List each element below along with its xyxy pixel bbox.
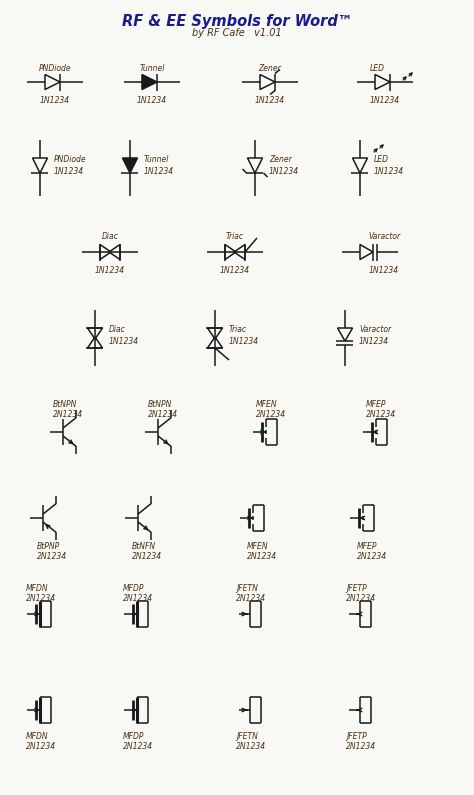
Text: 1N1234: 1N1234 xyxy=(54,168,84,176)
Text: Diac: Diac xyxy=(101,232,118,241)
Text: BtNPN: BtNPN xyxy=(148,400,173,409)
Text: Varactor: Varactor xyxy=(359,325,391,335)
Text: LED: LED xyxy=(374,156,389,165)
Text: BtPNP: BtPNP xyxy=(37,542,60,551)
Text: 2N1234: 2N1234 xyxy=(123,742,153,751)
Text: BtNFN: BtNFN xyxy=(132,542,156,551)
Text: by RF Cafe   v1.01: by RF Cafe v1.01 xyxy=(192,28,282,38)
Text: Zener: Zener xyxy=(269,156,292,165)
Polygon shape xyxy=(122,158,137,173)
Text: Diac: Diac xyxy=(109,325,126,335)
Text: Triac: Triac xyxy=(226,232,244,241)
Text: Varactor: Varactor xyxy=(368,232,400,241)
Text: PNDiode: PNDiode xyxy=(39,64,71,73)
Text: 2N1234: 2N1234 xyxy=(236,742,266,751)
Text: Triac: Triac xyxy=(229,325,247,335)
Text: MFDN: MFDN xyxy=(26,732,49,741)
Text: JFETP: JFETP xyxy=(346,584,367,593)
Text: JFETN: JFETN xyxy=(236,732,258,741)
Text: 1N1234: 1N1234 xyxy=(95,266,125,275)
Text: 2N1234: 2N1234 xyxy=(346,594,376,603)
Text: 1N1234: 1N1234 xyxy=(374,168,404,176)
Text: 1N1234: 1N1234 xyxy=(40,96,70,105)
Text: 1N1234: 1N1234 xyxy=(144,168,174,176)
Text: JFETN: JFETN xyxy=(236,584,258,593)
Text: MFEP: MFEP xyxy=(366,400,386,409)
Text: LED: LED xyxy=(370,64,384,73)
Text: 1N1234: 1N1234 xyxy=(220,266,250,275)
Text: 1N1234: 1N1234 xyxy=(109,338,139,347)
Text: 1N1234: 1N1234 xyxy=(255,96,285,105)
Text: Tunnel: Tunnel xyxy=(139,64,164,73)
Text: RF & EE Symbols for Word™: RF & EE Symbols for Word™ xyxy=(122,14,352,29)
Text: PNDiode: PNDiode xyxy=(54,156,87,165)
Text: JFETP: JFETP xyxy=(346,732,367,741)
Text: 2N1234: 2N1234 xyxy=(53,410,83,419)
Text: 2N1234: 2N1234 xyxy=(26,742,56,751)
Text: BtNPN: BtNPN xyxy=(53,400,77,409)
Text: 2N1234: 2N1234 xyxy=(357,552,387,561)
Text: MFEN: MFEN xyxy=(256,400,278,409)
Text: 2N1234: 2N1234 xyxy=(26,594,56,603)
Text: MFDP: MFDP xyxy=(123,584,145,593)
Text: 2N1234: 2N1234 xyxy=(132,552,162,561)
Text: 1N1234: 1N1234 xyxy=(369,266,399,275)
Text: 2N1234: 2N1234 xyxy=(256,410,286,419)
Text: MFDP: MFDP xyxy=(123,732,145,741)
Polygon shape xyxy=(142,75,157,90)
Text: 2N1234: 2N1234 xyxy=(37,552,67,561)
Text: 1N1234: 1N1234 xyxy=(359,338,389,347)
Text: 1N1234: 1N1234 xyxy=(370,96,400,105)
Text: 2N1234: 2N1234 xyxy=(346,742,376,751)
Text: Zener: Zener xyxy=(259,64,282,73)
Text: 1N1234: 1N1234 xyxy=(137,96,167,105)
Text: 2N1234: 2N1234 xyxy=(148,410,178,419)
Text: Tunnel: Tunnel xyxy=(144,156,169,165)
Text: MFEN: MFEN xyxy=(247,542,269,551)
Text: MFEP: MFEP xyxy=(357,542,377,551)
Text: 2N1234: 2N1234 xyxy=(236,594,266,603)
Text: 2N1234: 2N1234 xyxy=(247,552,277,561)
Text: 1N1234: 1N1234 xyxy=(269,168,299,176)
Text: 2N1234: 2N1234 xyxy=(123,594,153,603)
Text: 1N1234: 1N1234 xyxy=(229,338,259,347)
Text: 2N1234: 2N1234 xyxy=(366,410,396,419)
Text: MFDN: MFDN xyxy=(26,584,49,593)
